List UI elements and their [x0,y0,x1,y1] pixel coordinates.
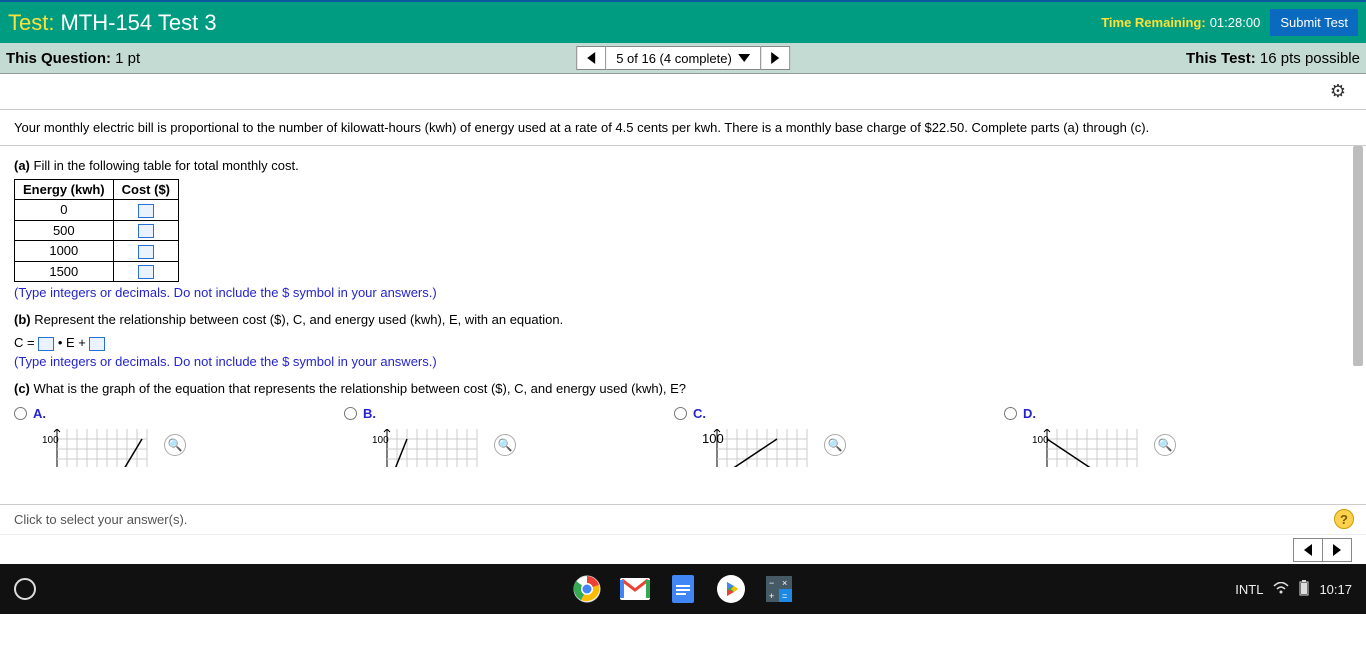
graph-choices: A. 🔍 100 B. [14,406,1352,467]
cost-input-1[interactable] [138,224,154,238]
answer-hint-bar: Click to select your answer(s). ? [0,504,1366,534]
launcher-icon[interactable] [14,578,36,600]
cost-input-2[interactable] [138,245,154,259]
table-row: 500 [15,220,179,241]
battery-icon[interactable] [1299,580,1309,599]
test-title: MTH-154 Test 3 [60,10,216,36]
scroll-thumb[interactable] [1353,146,1363,366]
keyboard-layout-indicator[interactable]: INTL [1235,582,1263,597]
system-tray[interactable]: INTL 10:17 [1235,580,1352,599]
choice-b-radio[interactable]: B. [344,406,674,421]
chrome-icon[interactable] [570,572,604,606]
choice-b: B. 🔍 100 [344,406,674,467]
choice-a: A. 🔍 100 [14,406,344,467]
part-c: (c) What is the graph of the equation th… [14,381,1352,396]
next-question-button[interactable] [760,46,790,70]
test-header: Test: MTH-154 Test 3 Time Remaining: 01:… [0,0,1366,43]
cost-table: Energy (kwh) Cost ($) 0 500 1000 1500 [14,179,179,282]
choice-c-graph: 100 [702,429,812,467]
part-b: (b) Represent the relationship between c… [14,312,1352,327]
os-taskbar: −× + = INTL 10:17 [0,564,1366,614]
question-nav-bar: This Question: 1 pt 5 of 16 (4 complete)… [0,43,1366,74]
part-a: (a) Fill in the following table for tota… [14,158,1352,173]
chevron-left-icon [1304,544,1312,556]
chevron-right-icon [771,52,779,64]
table-header-energy: Energy (kwh) [15,180,114,200]
choice-a-graph: 100 [42,429,152,467]
this-question-points: This Question: 1 pt [6,50,140,67]
choice-d: D. 🔍 100 [1004,406,1334,467]
svg-text:=: = [782,591,787,601]
part-b-hint: (Type integers or decimals. Do not inclu… [14,354,1352,369]
footer-prev-button[interactable] [1293,538,1323,562]
chevron-right-icon [1333,544,1341,556]
zoom-in-icon[interactable]: 🔍 [1154,434,1176,456]
wifi-icon[interactable] [1273,582,1289,597]
choice-d-graph: 100 [1032,429,1142,467]
equation-line: C = • E + [14,335,1352,351]
toolbar-row: ⚙ [0,74,1366,110]
equation-intercept-input[interactable] [89,337,105,351]
test-label: Test: [8,10,54,36]
table-row: 1000 [15,241,179,262]
question-selector-label: 5 of 16 (4 complete) [616,51,732,66]
svg-text:−: − [769,578,774,588]
time-remaining-label: Time Remaining: [1101,15,1206,30]
choice-d-radio[interactable]: D. [1004,406,1334,421]
zoom-in-icon[interactable]: 🔍 [824,434,846,456]
gear-icon[interactable]: ⚙ [1330,81,1346,102]
chevron-down-icon [738,54,750,62]
calculator-icon[interactable]: −× + = [762,572,796,606]
svg-text:100: 100 [702,431,724,446]
footer-nav [0,534,1366,564]
svg-text:100: 100 [42,435,59,446]
choice-c: C. 🔍 100 [674,406,1004,467]
question-prompt: Your monthly electric bill is proportion… [0,110,1366,146]
prev-question-button[interactable] [576,46,606,70]
scrollbar[interactable] [1353,146,1363,504]
cost-input-3[interactable] [138,265,154,279]
choice-b-graph: 100 [372,429,482,467]
question-selector-dropdown[interactable]: 5 of 16 (4 complete) [606,46,760,70]
choice-c-radio[interactable]: C. [674,406,1004,421]
question-body: (a) Fill in the following table for tota… [0,146,1366,504]
this-test-points: This Test: 16 pts possible [1186,50,1360,67]
table-row: 1500 [15,261,179,282]
zoom-in-icon[interactable]: 🔍 [164,434,186,456]
clock[interactable]: 10:17 [1319,582,1352,597]
svg-text:×: × [782,578,787,588]
cost-input-0[interactable] [138,204,154,218]
help-icon[interactable]: ? [1334,509,1354,529]
footer-next-button[interactable] [1322,538,1352,562]
docs-icon[interactable] [666,572,700,606]
choice-a-radio[interactable]: A. [14,406,344,421]
answer-hint-text: Click to select your answer(s). [14,512,187,527]
equation-slope-input[interactable] [38,337,54,351]
time-remaining-value: 01:28:00 [1210,15,1261,30]
chevron-left-icon [587,52,595,64]
svg-text:100: 100 [372,435,389,446]
svg-text:100: 100 [1032,435,1049,446]
table-row: 0 [15,200,179,221]
play-store-icon[interactable] [714,572,748,606]
submit-test-button[interactable]: Submit Test [1270,9,1358,36]
gmail-icon[interactable] [618,572,652,606]
svg-text:+: + [769,591,774,601]
zoom-in-icon[interactable]: 🔍 [494,434,516,456]
table-header-cost: Cost ($) [113,180,178,200]
part-a-hint: (Type integers or decimals. Do not inclu… [14,285,1352,300]
